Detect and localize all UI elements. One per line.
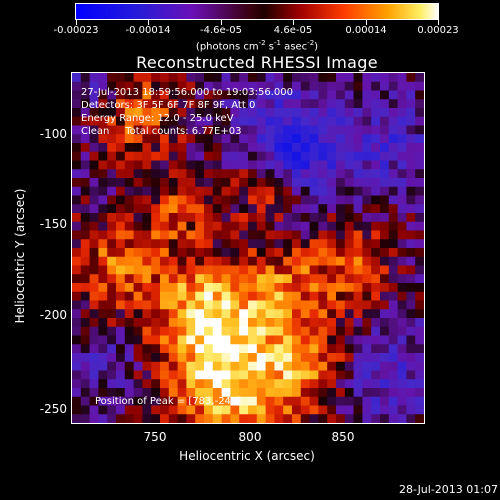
- image-plot: 27-Jul-2013 18:59:56.000 to 19:03:56.000…: [71, 72, 425, 424]
- x-axis-label: Heliocentric X (arcsec): [179, 449, 315, 463]
- plot-timestamp: 28-Jul-2013 01:07: [398, 483, 498, 496]
- y-tick-label: -200: [39, 308, 67, 322]
- y-tick-label: -100: [39, 127, 67, 141]
- heatmap-image: [72, 73, 424, 423]
- colorbar-tick-label: 4.6e-05: [273, 25, 313, 36]
- x-tick-label: 850: [331, 430, 355, 444]
- y-axis-label: Heliocentric Y (arcsec): [13, 188, 27, 324]
- colorbar-tick: [438, 20, 439, 25]
- colorbar-units: (photons cm-2 s-1 asec-2): [195, 39, 319, 53]
- colorbar-tick: [76, 20, 77, 25]
- colorbar-tick-label: 0.00023: [417, 25, 459, 36]
- y-tick-label: -150: [39, 217, 67, 231]
- x-tick-label: 750: [143, 430, 167, 444]
- x-tick-label: 800: [238, 430, 262, 444]
- colorbar-tick: [221, 20, 222, 25]
- colorbar-tick: [148, 20, 149, 25]
- colorbar-tick-label: -0.00014: [125, 25, 171, 36]
- info-energy-range: Energy Range: 12.0 - 25.0 keV: [81, 113, 234, 124]
- info-peak-position: Position of Peak = [783,-240]: [95, 396, 242, 407]
- colorbar: [75, 3, 439, 20]
- colorbar-tick-label: 0.00014: [345, 25, 387, 36]
- info-clean-counts: Clean Total counts: 6.77E+03: [81, 126, 242, 137]
- y-tick-labels: -100 -150 -200 -250: [0, 0, 67, 500]
- colorbar-tick: [293, 20, 294, 25]
- y-tick-label: -250: [39, 402, 67, 416]
- info-detectors: Detectors: 3F 5F 6F 7F 8F 9F, Att 0: [81, 100, 256, 111]
- image-title: Reconstructed RHESSI Image: [136, 53, 378, 72]
- colorbar-tick: [366, 20, 367, 25]
- colorbar-tick-label: -0.00023: [53, 25, 99, 36]
- info-time-range: 27-Jul-2013 18:59:56.000 to 19:03:56.000: [81, 87, 293, 98]
- colorbar-tick-label: -4.6e-05: [200, 25, 242, 36]
